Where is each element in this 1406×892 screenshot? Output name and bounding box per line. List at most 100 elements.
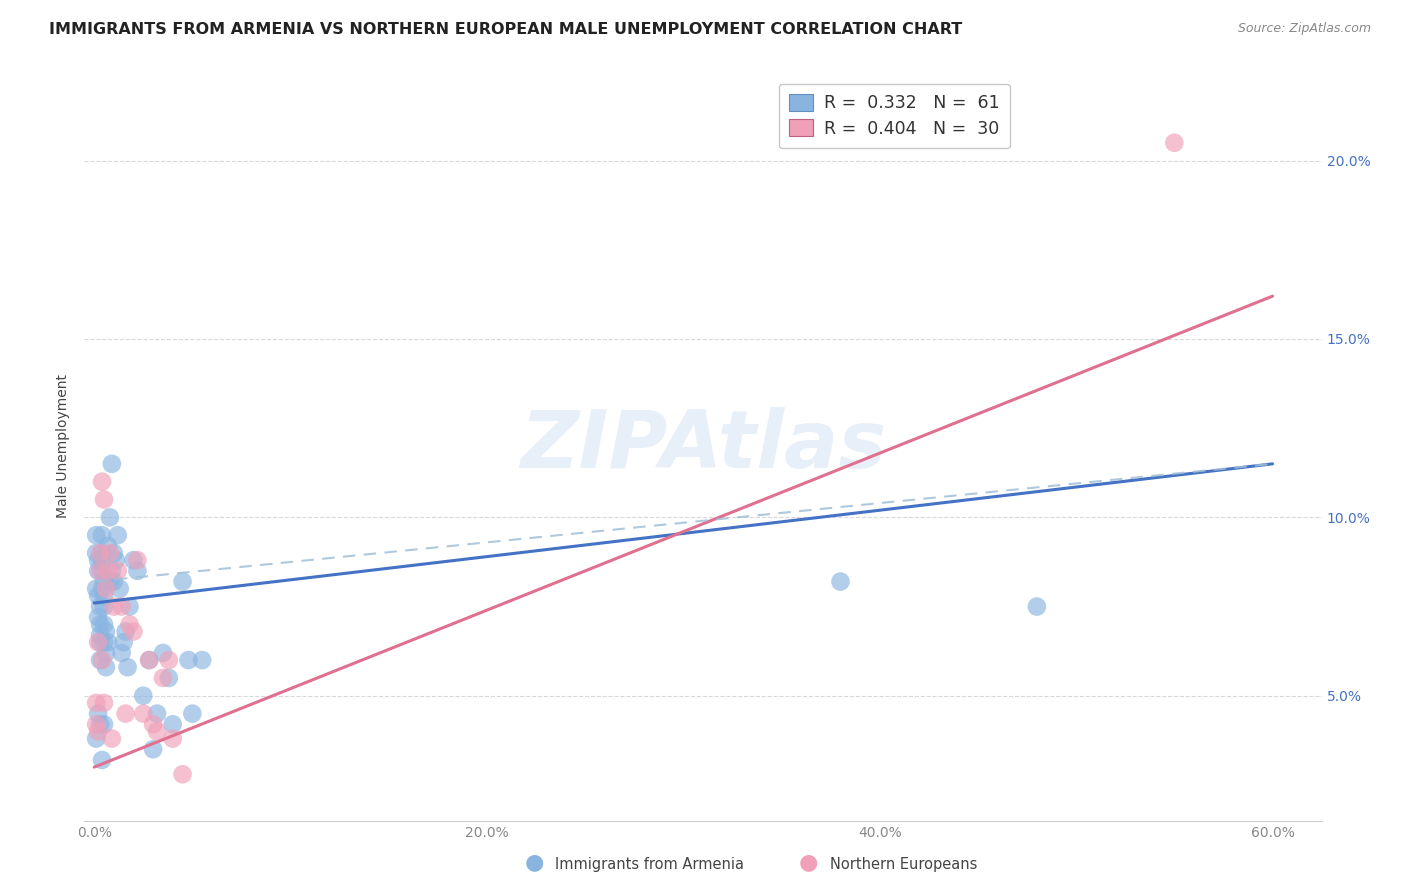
Point — [89, 653, 111, 667]
Point — [89, 546, 111, 560]
Point — [97, 635, 120, 649]
Point — [191, 653, 214, 667]
Point — [138, 653, 160, 667]
Point — [111, 646, 134, 660]
Point — [101, 564, 124, 578]
Point — [94, 646, 117, 660]
Point — [91, 475, 114, 489]
Point — [127, 564, 149, 578]
Point — [91, 653, 114, 667]
Point — [93, 696, 115, 710]
Text: Immigrants from Armenia: Immigrants from Armenia — [555, 857, 744, 872]
Point — [1163, 136, 1185, 150]
Point — [87, 706, 110, 721]
Point — [94, 624, 117, 639]
Text: IMMIGRANTS FROM ARMENIA VS NORTHERN EUROPEAN MALE UNEMPLOYMENT CORRELATION CHART: IMMIGRANTS FROM ARMENIA VS NORTHERN EURO… — [49, 22, 963, 37]
Point — [98, 510, 121, 524]
Point — [89, 717, 111, 731]
Point — [84, 582, 107, 596]
Point — [103, 599, 125, 614]
Point — [87, 724, 110, 739]
Point — [94, 660, 117, 674]
Point — [152, 646, 174, 660]
Point — [1025, 599, 1047, 614]
Text: ●: ● — [799, 853, 818, 872]
Point — [830, 574, 852, 589]
Point — [87, 635, 110, 649]
Point — [118, 599, 141, 614]
Point — [93, 717, 115, 731]
Point — [114, 706, 136, 721]
Legend: R =  0.332   N =  61, R =  0.404   N =  30: R = 0.332 N = 61, R = 0.404 N = 30 — [779, 84, 1010, 148]
Point — [142, 717, 165, 731]
Point — [91, 753, 114, 767]
Point — [138, 653, 160, 667]
Point — [89, 635, 111, 649]
Point — [177, 653, 200, 667]
Point — [93, 617, 115, 632]
Text: ●: ● — [524, 853, 544, 872]
Point — [84, 528, 107, 542]
Point — [132, 706, 155, 721]
Point — [89, 617, 111, 632]
Point — [91, 546, 114, 560]
Text: ZIPAtlas: ZIPAtlas — [520, 407, 886, 485]
Point — [87, 564, 110, 578]
Point — [146, 706, 169, 721]
Point — [91, 582, 114, 596]
Text: Northern Europeans: Northern Europeans — [830, 857, 977, 872]
Point — [89, 564, 111, 578]
Point — [93, 492, 115, 507]
Point — [117, 660, 139, 674]
Point — [89, 628, 111, 642]
Point — [84, 546, 107, 560]
Point — [172, 767, 194, 781]
Point — [107, 564, 129, 578]
Point — [181, 706, 204, 721]
Point — [93, 589, 115, 603]
Point — [97, 539, 120, 553]
Point — [101, 731, 124, 746]
Point — [122, 553, 145, 567]
Point — [93, 574, 115, 589]
Point — [146, 724, 169, 739]
Point — [94, 582, 117, 596]
Point — [142, 742, 165, 756]
Point — [91, 528, 114, 542]
Point — [84, 717, 107, 731]
Point — [152, 671, 174, 685]
Point — [157, 653, 180, 667]
Point — [108, 582, 131, 596]
Point — [98, 574, 121, 589]
Point — [162, 717, 184, 731]
Point — [104, 553, 127, 567]
Point — [93, 599, 115, 614]
Point — [87, 610, 110, 624]
Point — [157, 671, 180, 685]
Point — [172, 574, 194, 589]
Point — [107, 528, 129, 542]
Point — [87, 553, 110, 567]
Point — [84, 731, 107, 746]
Point — [89, 599, 111, 614]
Point — [103, 546, 125, 560]
Point — [98, 546, 121, 560]
Point — [132, 689, 155, 703]
Point — [87, 589, 110, 603]
Point — [97, 564, 120, 578]
Point — [93, 635, 115, 649]
Y-axis label: Male Unemployment: Male Unemployment — [56, 374, 70, 518]
Point — [84, 696, 107, 710]
Point — [111, 599, 134, 614]
Point — [162, 731, 184, 746]
Point — [112, 635, 135, 649]
Point — [91, 553, 114, 567]
Text: Source: ZipAtlas.com: Source: ZipAtlas.com — [1237, 22, 1371, 36]
Point — [127, 553, 149, 567]
Point — [118, 617, 141, 632]
Point — [122, 624, 145, 639]
Point — [91, 564, 114, 578]
Point — [103, 574, 125, 589]
Point — [101, 457, 124, 471]
Point — [114, 624, 136, 639]
